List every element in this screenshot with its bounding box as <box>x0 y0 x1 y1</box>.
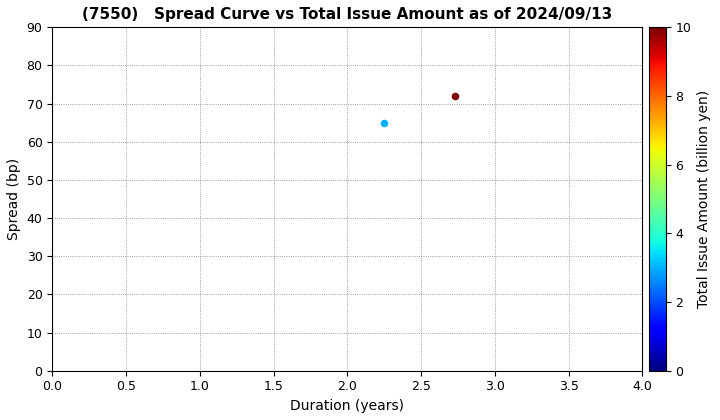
Point <box>379 119 390 126</box>
Title: (7550)   Spread Curve vs Total Issue Amount as of 2024/09/13: (7550) Spread Curve vs Total Issue Amoun… <box>82 7 613 22</box>
X-axis label: Duration (years): Duration (years) <box>290 399 405 413</box>
Point <box>449 93 461 100</box>
Y-axis label: Spread (bp): Spread (bp) <box>7 158 21 240</box>
Y-axis label: Total Issue Amount (billion yen): Total Issue Amount (billion yen) <box>697 90 711 308</box>
